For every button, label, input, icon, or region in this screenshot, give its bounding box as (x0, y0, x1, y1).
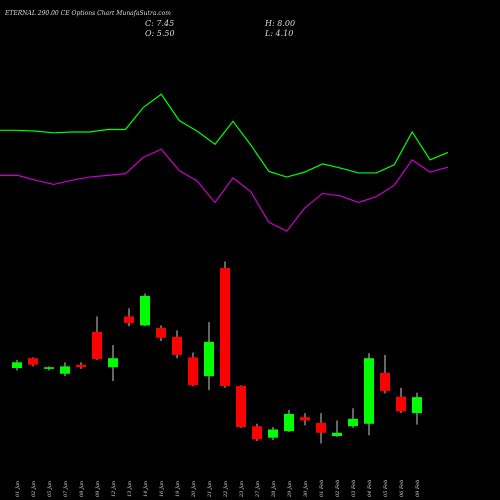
candle-body (380, 372, 390, 391)
candle-body (28, 358, 38, 365)
candle-body (316, 422, 326, 433)
x-tick-label: 08 Jan (79, 481, 85, 497)
x-tick-label: 30 Jan (303, 481, 309, 497)
candle-body (364, 358, 374, 424)
x-tick-label: 23 Jan (239, 481, 245, 498)
low-label: L: 4.10 (264, 29, 293, 38)
x-tick-label: 13 Jan (127, 481, 133, 497)
candle-body (172, 336, 182, 355)
close-label: C: 7.45 (145, 19, 174, 28)
high-label: H: 8.00 (264, 19, 295, 28)
candle-body (108, 358, 118, 368)
x-tick-label: 04 Feb (367, 480, 373, 497)
indicator-line (0, 148, 449, 232)
x-tick-label: 09 Jan (95, 481, 101, 497)
x-tick-label: 02 Feb (335, 480, 341, 497)
x-tick-label: 20 Jan (191, 481, 197, 498)
candle-body (156, 327, 166, 338)
x-tick-label: 09 Feb (415, 480, 421, 497)
x-tick-label: 27 Jan (255, 481, 261, 498)
candle-body (60, 366, 70, 374)
x-tick-label: 29 Jan (287, 481, 293, 498)
candle-body (92, 331, 102, 360)
candle-body (332, 432, 342, 437)
candle-body (220, 268, 230, 387)
candle-body (76, 364, 86, 368)
candle-body (12, 362, 22, 369)
x-tick-label: 05 Feb (383, 480, 389, 497)
x-tick-label: 16 Jan (159, 481, 165, 497)
candle-body (124, 316, 134, 323)
x-tick-label: 21 Jan (207, 481, 213, 498)
x-tick-label: 12 Jan (111, 481, 117, 497)
x-tick-label: 22 Jan (223, 481, 229, 498)
x-tick-label: 28 Jan (271, 481, 277, 498)
x-tick-label: 02 Jan (31, 481, 37, 497)
x-tick-label: 03 Feb (351, 480, 357, 497)
x-tick-label: 01 Jan (15, 481, 21, 497)
candle-body (300, 417, 310, 421)
candle-body (140, 295, 150, 326)
candle-body (412, 397, 422, 414)
open-label: O: 5.50 (145, 29, 175, 38)
candle-body (252, 426, 262, 440)
x-tick-label: 07 Jan (63, 481, 69, 497)
x-tick-label: 19 Jan (175, 481, 181, 497)
x-tick-label: 01 Feb (319, 480, 325, 497)
candle-body (236, 386, 246, 428)
x-tick-label: 05 Jan (47, 481, 53, 497)
candle-body (204, 341, 214, 377)
chart-title: ETERNAL 290.00 CE Options Chart MunafaSu… (4, 10, 171, 17)
candle-body (268, 429, 278, 438)
candle-body (348, 418, 358, 427)
candle-body (396, 396, 406, 412)
candle-body (188, 357, 198, 386)
candle-body (284, 413, 294, 432)
x-tick-label: 14 Jan (143, 481, 149, 497)
indicator-line (0, 93, 449, 178)
x-tick-label: 06 Feb (399, 480, 405, 497)
candle-body (44, 367, 54, 369)
